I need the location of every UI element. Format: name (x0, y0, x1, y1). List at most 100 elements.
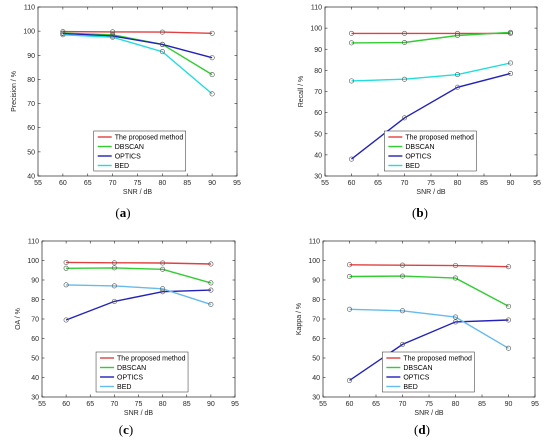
y-axis-label: OA / % (15, 308, 22, 330)
x-axis-label: SNR / dB (123, 189, 153, 196)
chart-panel-c: 55 60 65 70 75 80 85 90 95 30 40 50 60 70 80 90 100 110 SN… (15, 239, 239, 438)
x-tick-label: 65 (372, 401, 380, 408)
y-tick-label: 80 (31, 297, 39, 304)
data-point (208, 301, 214, 307)
legend-entry: The proposed method (403, 356, 472, 363)
data-point (401, 115, 407, 121)
series-line-1 (349, 275, 509, 307)
panel-caption: (c) (119, 422, 133, 437)
y-tick-label: 110 (28, 239, 39, 246)
x-axis-label: SNR / dB (414, 410, 444, 417)
series-line-2 (65, 289, 211, 321)
y-tick-label: 90 (312, 278, 320, 285)
legend: The proposed method DBSCAN OPTICS BED (93, 130, 186, 172)
x-tick-label: 95 (531, 401, 539, 408)
y-tick-label: 30 (312, 395, 320, 402)
y-axis-label: Recall / % (298, 76, 305, 108)
data-point (110, 33, 116, 39)
data-point (60, 32, 66, 38)
x-tick-label: 70 (109, 180, 117, 187)
y-tick-label: 70 (314, 89, 322, 96)
y-tick-label: 60 (314, 110, 322, 117)
x-tick-label: 90 (507, 180, 515, 187)
y-tick-label: 100 (27, 258, 39, 265)
chart-panel-a: 55 60 65 70 75 80 85 90 95 40 50 60 70 80 90 100 110 SNR … (11, 5, 241, 221)
data-point (110, 34, 116, 40)
x-axis-label: SNR / dB (124, 410, 154, 417)
legend: The proposed method DBSCAN OPTICS BED (382, 351, 475, 393)
x-tick-label: 85 (183, 401, 191, 408)
data-point (348, 78, 354, 84)
data-point (399, 341, 405, 347)
data-point (399, 273, 405, 279)
data-point (209, 72, 215, 78)
data-point (505, 317, 511, 323)
y-tick-label: 100 (310, 26, 322, 33)
data-point (399, 308, 405, 314)
x-tick-label: 60 (346, 401, 354, 408)
legend-entry: The proposed method (117, 356, 186, 363)
data-point (208, 287, 214, 293)
series-line-1 (351, 31, 511, 44)
x-tick-label: 55 (319, 401, 327, 408)
x-tick-label: 65 (86, 401, 94, 408)
legend-entry: OPTICS (403, 375, 429, 382)
y-tick-label: 90 (27, 53, 35, 60)
y-tick-label: 70 (31, 317, 39, 324)
series-line-3 (351, 62, 511, 82)
x-tick-label: 70 (401, 180, 409, 187)
data-point (160, 286, 166, 292)
legend-entry: BED (117, 384, 131, 391)
y-tick-label: 60 (27, 125, 35, 132)
legend-entry: BED (405, 163, 419, 170)
data-point (507, 29, 513, 35)
x-tick-label: 65 (84, 180, 92, 187)
legend-box (95, 351, 189, 393)
legend-entry: OPTICS (405, 154, 431, 161)
chart-panel-b: 55 60 65 70 75 80 85 90 95 30 40 50 60 70 80 90 100 110 SN… (298, 5, 541, 221)
legend-entry: DBSCAN (115, 144, 144, 151)
data-point (159, 29, 165, 35)
series-line-2 (349, 319, 509, 381)
panel-caption: (d) (414, 422, 430, 437)
y-tick-label: 90 (314, 47, 322, 54)
x-tick-label: 75 (427, 180, 435, 187)
y-tick-label: 110 (24, 5, 35, 12)
x-tick-label: 95 (233, 180, 241, 187)
x-tick-label: 80 (452, 401, 460, 408)
y-tick-label: 40 (314, 152, 322, 159)
series-line-0 (62, 30, 213, 34)
data-point (209, 30, 215, 36)
data-point (60, 31, 66, 37)
y-tick-label: 100 (308, 258, 320, 265)
data-point (346, 377, 352, 383)
data-point (452, 314, 458, 320)
x-tick-label: 60 (62, 401, 70, 408)
x-tick-label: 55 (38, 401, 46, 408)
data-point (209, 55, 215, 61)
data-point (63, 259, 69, 265)
series-line-0 (349, 264, 509, 268)
y-tick-label: 80 (314, 68, 322, 75)
y-tick-label: 50 (27, 149, 35, 156)
data-point (346, 262, 352, 268)
x-tick-label: 65 (374, 180, 382, 187)
data-point (401, 39, 407, 45)
data-point (454, 33, 460, 39)
y-tick-label: 90 (31, 278, 39, 285)
y-tick-label: 60 (31, 336, 39, 343)
data-point (159, 41, 165, 47)
data-point (505, 264, 511, 270)
x-tick-label: 95 (231, 401, 239, 408)
data-point (209, 91, 215, 97)
x-tick-label: 75 (134, 180, 142, 187)
data-point (348, 40, 354, 46)
data-point (348, 156, 354, 162)
panel-caption: (b) (412, 205, 428, 220)
x-tick-label: 85 (480, 180, 488, 187)
data-point (507, 71, 513, 77)
legend-entry: The proposed method (405, 135, 474, 142)
legend-entry: DBSCAN (403, 365, 432, 372)
legend-box (382, 351, 475, 393)
series-line-3 (62, 34, 213, 95)
